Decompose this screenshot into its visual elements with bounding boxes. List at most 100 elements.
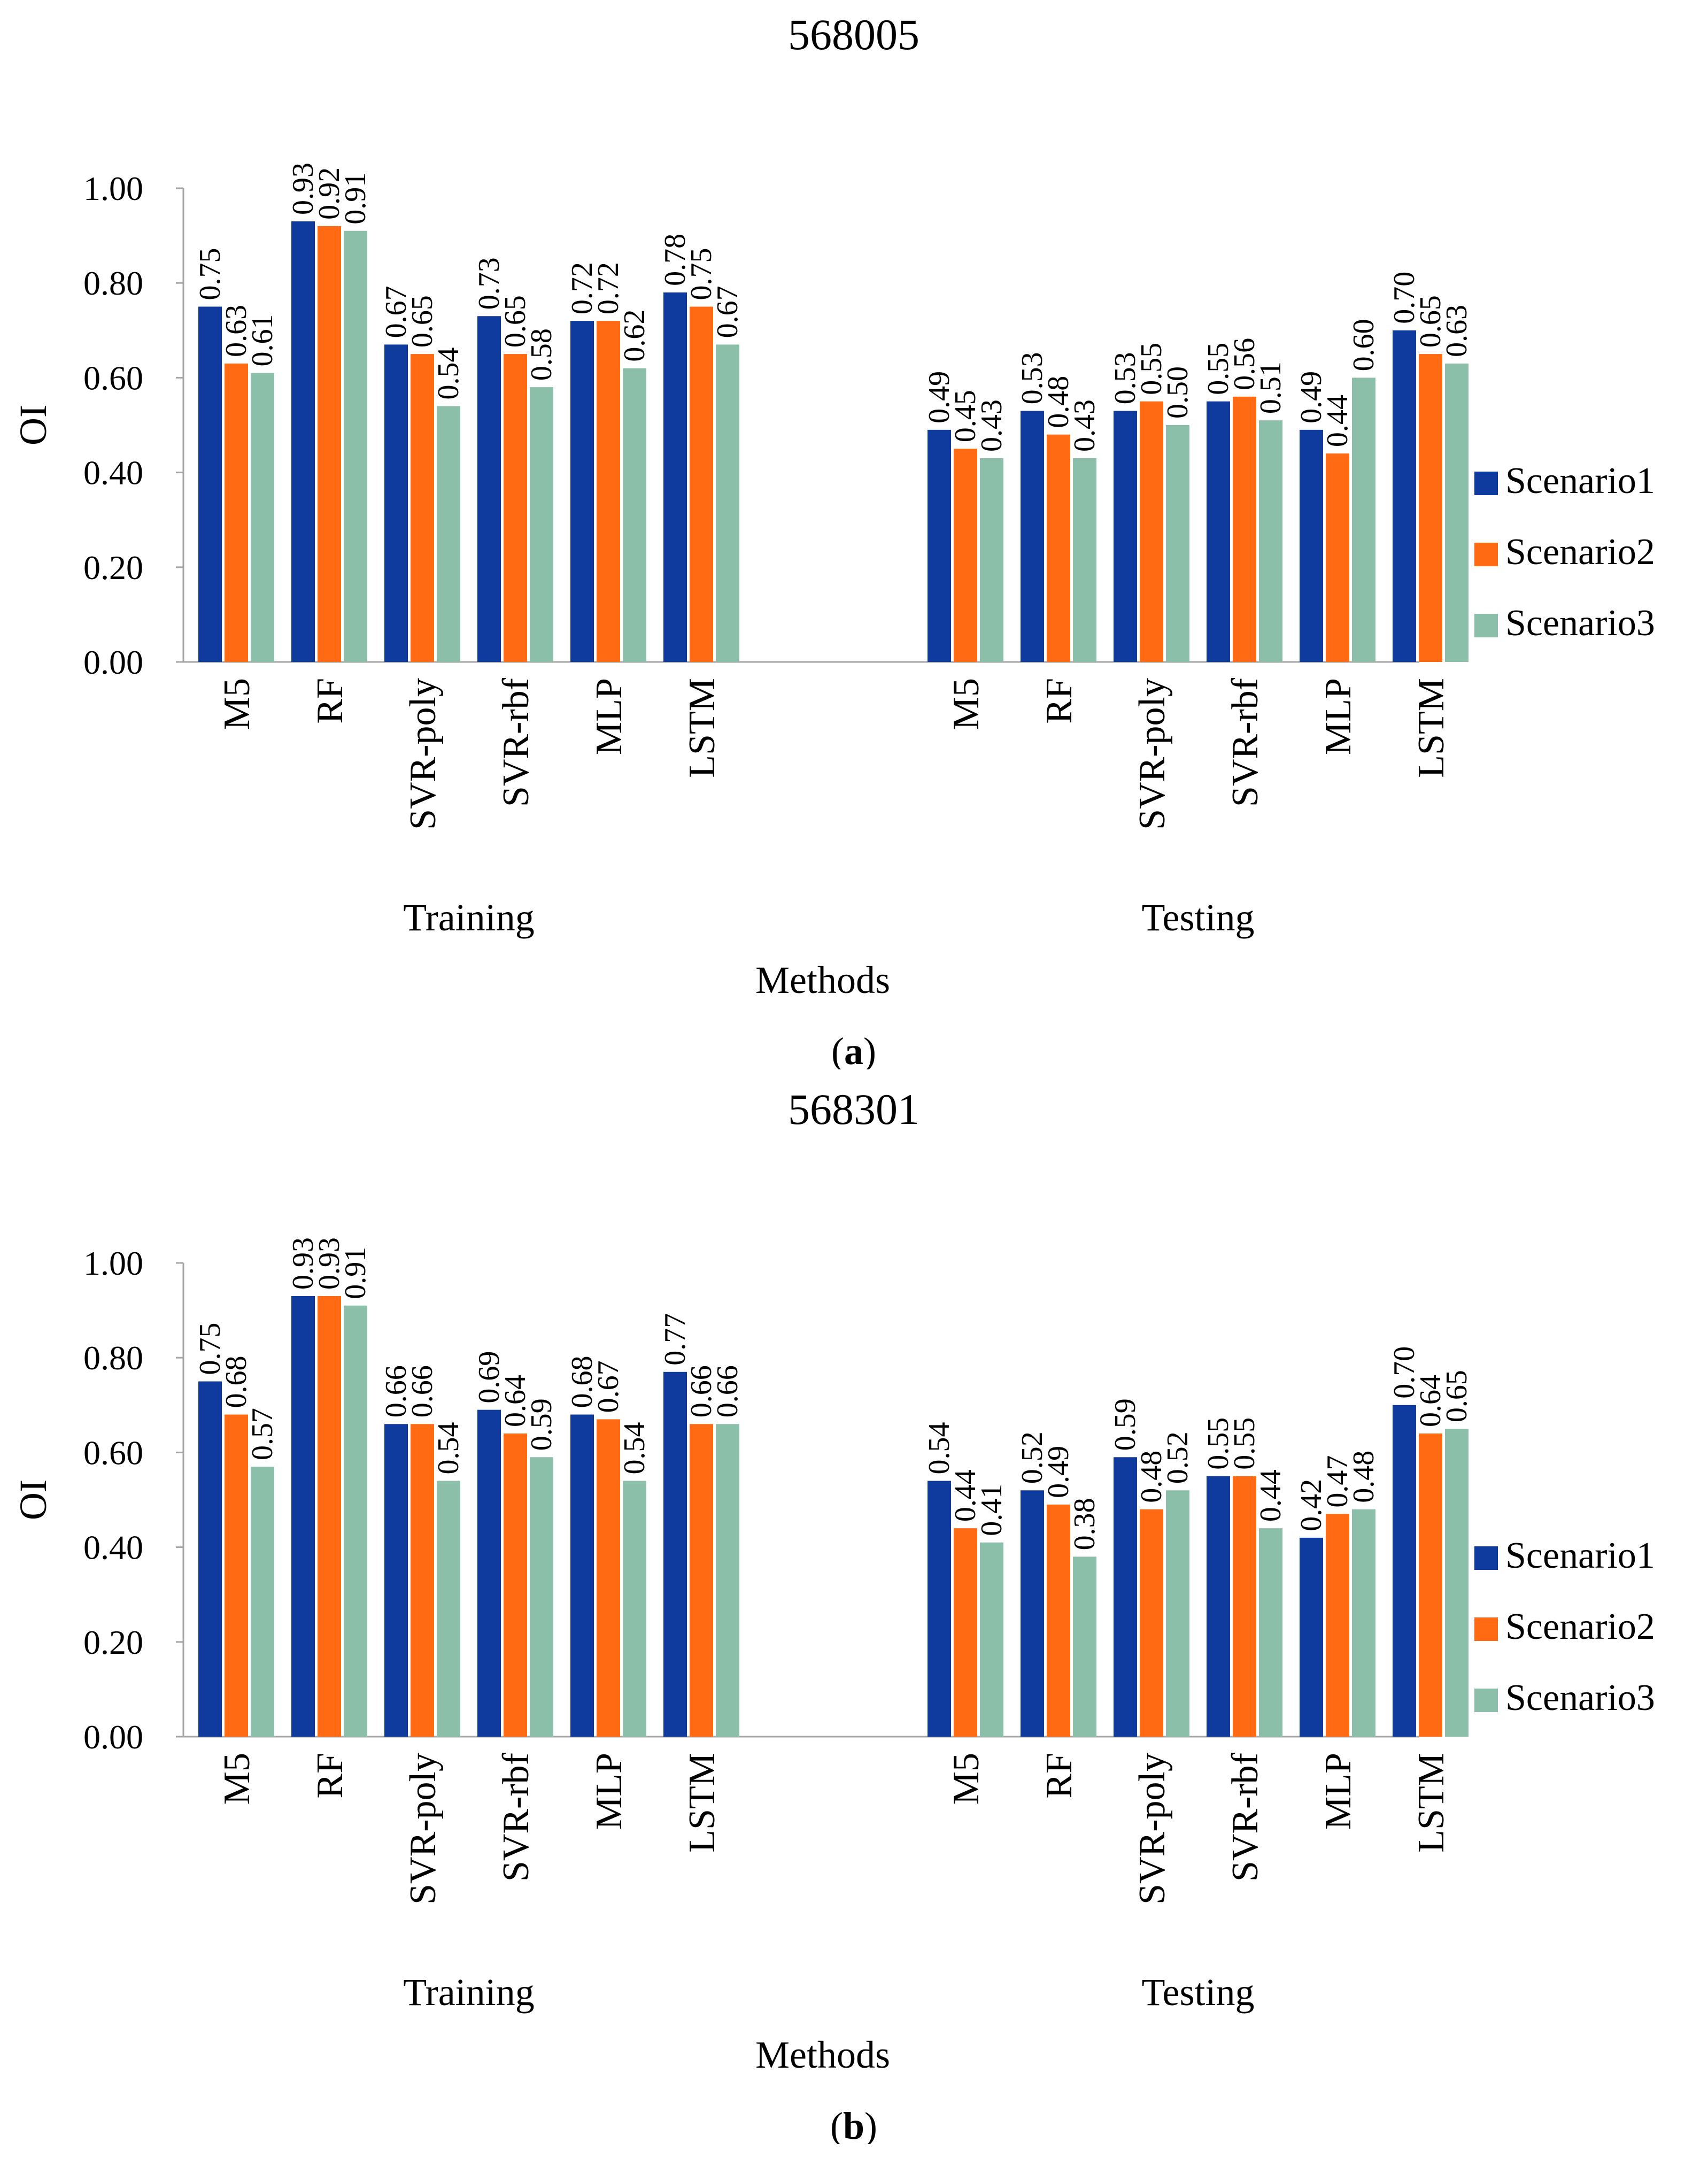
x-category-label: RF (310, 678, 351, 724)
bar-testing-m5-scenario1 (928, 429, 951, 662)
data-label: 0.64 (499, 1375, 532, 1427)
bar-testing-lstm-scenario1 (1393, 330, 1416, 662)
data-label: 0.75 (685, 248, 718, 300)
x-group-label: Training (403, 896, 534, 939)
data-label: 0.52 (1016, 1431, 1049, 1484)
x-category-label: SVR-poly (1132, 1753, 1173, 1905)
x-group-label: Testing (1142, 1971, 1255, 2014)
bar-training-m5-scenario1 (198, 1381, 222, 1737)
legend-entry: Scenario3 (1505, 1677, 1655, 1719)
chart-panel-b: 568301 0.00 0.20 0.40 0.60 0.80 1.00 OI 0.75 0.68… (0, 1075, 1708, 2147)
data-label: 0.65 (1414, 295, 1447, 348)
data-label: 0.78 (659, 234, 692, 286)
data-label: 0.62 (618, 310, 651, 362)
data-label: 0.59 (525, 1398, 558, 1451)
y-tick-label: 0.20 (83, 549, 143, 587)
data-label: 0.93 (287, 1237, 320, 1290)
data-label: 0.68 (566, 1356, 599, 1408)
data-label: 0.64 (1414, 1375, 1447, 1427)
bar-testing-rf-scenario1 (1021, 1490, 1044, 1737)
data-label: 0.66 (711, 1365, 744, 1417)
data-label: 0.65 (1440, 1370, 1473, 1422)
y-tick-label: 0.80 (83, 1339, 143, 1377)
data-label: 0.70 (1388, 272, 1421, 324)
x-axis-label: Methods (755, 2033, 890, 2076)
data-label: 0.93 (287, 163, 320, 215)
bar-testing-m5-scenario3 (980, 1542, 1003, 1737)
legend-swatch (1474, 472, 1498, 495)
bar-testing-mlp-scenario1 (1300, 1537, 1323, 1737)
data-label: 0.54 (618, 1422, 651, 1475)
bar-testing-lstm-scenario3 (1445, 363, 1469, 662)
data-label: 0.44 (1254, 1469, 1287, 1522)
legend-swatch (1474, 1617, 1498, 1641)
data-label: 0.41 (975, 1484, 1008, 1536)
data-label: 0.48 (1135, 1451, 1168, 1503)
bar-testing-mlp-scenario3 (1352, 1509, 1375, 1737)
y-tick-label: 0.20 (83, 1623, 143, 1661)
x-category-label: M5 (217, 678, 258, 730)
legend-swatch (1474, 543, 1498, 566)
bar-testing-lstm-scenario1 (1393, 1405, 1416, 1737)
bar-testing-m5-scenario1 (928, 1481, 951, 1737)
x-category-label: SVR-poly (403, 1753, 444, 1905)
bar-training-m5-scenario3 (251, 1466, 274, 1737)
chart-title: 568301 (788, 1085, 919, 1134)
bar-testing-svr-rbf-scenario3 (1259, 420, 1282, 662)
bar-testing-mlp-scenario2 (1326, 1514, 1349, 1737)
data-label: 0.75 (194, 248, 227, 300)
data-label: 0.51 (1254, 361, 1287, 414)
bar-testing-svr-rbf-scenario1 (1207, 401, 1230, 662)
bar-testing-rf-scenario3 (1073, 458, 1096, 662)
legend-entry: Scenario2 (1505, 531, 1655, 573)
bar-chart-568301: 5683010.000.200.400.600.801.00OI0.750.68… (12, 1085, 1655, 2147)
bar-testing-m5-scenario3 (980, 458, 1003, 662)
legend-entry: Scenario2 (1505, 1606, 1655, 1647)
data-label: 0.68 (220, 1356, 253, 1408)
data-label: 0.67 (711, 286, 744, 338)
bar-training-svr-rbf-scenario2 (504, 354, 527, 662)
bar-testing-svr-rbf-scenario1 (1207, 1476, 1230, 1737)
bar-testing-mlp-scenario3 (1352, 377, 1375, 662)
data-label: 0.65 (499, 295, 532, 348)
data-label: 0.60 (1347, 319, 1380, 371)
data-label: 0.70 (1388, 1346, 1421, 1399)
bar-training-lstm-scenario3 (716, 1424, 739, 1737)
y-tick-label: 0.40 (83, 454, 143, 492)
data-label: 0.57 (246, 1408, 279, 1460)
data-label: 0.54 (432, 348, 465, 400)
bar-training-svr-rbf-scenario2 (504, 1433, 527, 1737)
y-tick-label: 0.40 (83, 1529, 143, 1567)
data-label: 0.55 (1228, 1417, 1261, 1470)
bar-testing-svr-rbf-scenario3 (1259, 1528, 1282, 1737)
x-category-label: M5 (946, 1753, 987, 1805)
x-category-label: RF (1039, 1753, 1080, 1799)
bar-training-svr-poly-scenario1 (384, 1424, 408, 1737)
data-label: 0.61 (246, 314, 279, 367)
data-label: 0.53 (1109, 352, 1142, 404)
data-label: 0.55 (1135, 343, 1168, 395)
bar-training-svr-poly-scenario2 (411, 354, 434, 662)
bar-training-mlp-scenario1 (570, 321, 594, 662)
data-label: 0.65 (406, 295, 439, 348)
bar-training-svr-poly-scenario3 (437, 406, 460, 662)
legend-entry: Scenario1 (1505, 460, 1655, 502)
bar-testing-svr-poly-scenario3 (1166, 425, 1189, 662)
data-label: 0.72 (566, 262, 599, 314)
data-label: 0.50 (1161, 366, 1194, 419)
bar-testing-rf-scenario3 (1073, 1556, 1096, 1737)
data-label: 0.67 (380, 286, 413, 338)
bar-testing-m5-scenario2 (954, 449, 977, 662)
bar-training-m5-scenario2 (225, 1414, 248, 1737)
bar-training-mlp-scenario2 (597, 321, 620, 662)
data-label: 0.55 (1202, 1417, 1235, 1470)
x-category-label: MLP (589, 1753, 630, 1830)
x-category-label: SVR-rbf (1225, 1752, 1266, 1882)
bar-testing-mlp-scenario2 (1326, 453, 1349, 662)
x-category-label: SVR-rbf (496, 677, 537, 807)
data-label: 0.38 (1068, 1498, 1101, 1550)
bar-training-rf-scenario1 (291, 221, 315, 662)
data-label: 0.48 (1042, 376, 1075, 428)
bar-testing-svr-rbf-scenario2 (1233, 396, 1256, 662)
bar-testing-svr-poly-scenario1 (1114, 411, 1137, 662)
